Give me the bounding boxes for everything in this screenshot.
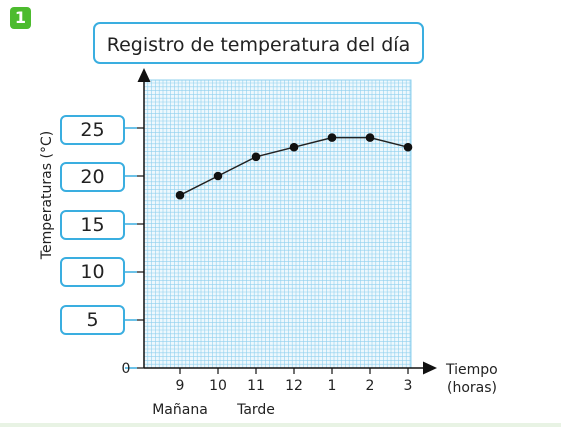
- x-tick-label: 3: [404, 378, 413, 394]
- data-point: [327, 133, 337, 142]
- data-point: [403, 142, 413, 152]
- x-axis-label: Tiempo (horas): [445, 362, 498, 396]
- y-tick-label-0: 0: [122, 361, 131, 377]
- data-point: [213, 171, 223, 181]
- chart-title: Registro de temperatura del día: [93, 22, 424, 64]
- y-tick-box-10: 10: [60, 257, 125, 287]
- x-tick-label: 10: [209, 378, 227, 394]
- data-point: [365, 133, 375, 142]
- grid-background: [144, 80, 411, 368]
- exercise-number-badge: 1: [10, 7, 31, 29]
- x-tick-label: 11: [247, 378, 265, 394]
- period-label: Mañana: [152, 402, 208, 418]
- x-axis-arrow-icon: [423, 361, 437, 375]
- data-point: [175, 190, 185, 200]
- y-tick-box-5: 5: [60, 305, 125, 335]
- x-tick-label: 12: [285, 378, 303, 394]
- y-tick-box-15: 15: [60, 210, 125, 240]
- bottom-strip: [0, 423, 561, 427]
- data-point: [251, 152, 261, 162]
- x-tick-label: 1: [328, 378, 337, 394]
- y-tick-box-25: 25: [60, 115, 125, 145]
- data-point: [289, 142, 299, 152]
- x-tick-label: 2: [366, 378, 375, 394]
- x-tick-label: 9: [176, 378, 185, 394]
- y-tick-box-20: 20: [60, 162, 125, 192]
- y-axis-arrow-icon: [137, 68, 151, 82]
- period-label: Tarde: [236, 402, 275, 418]
